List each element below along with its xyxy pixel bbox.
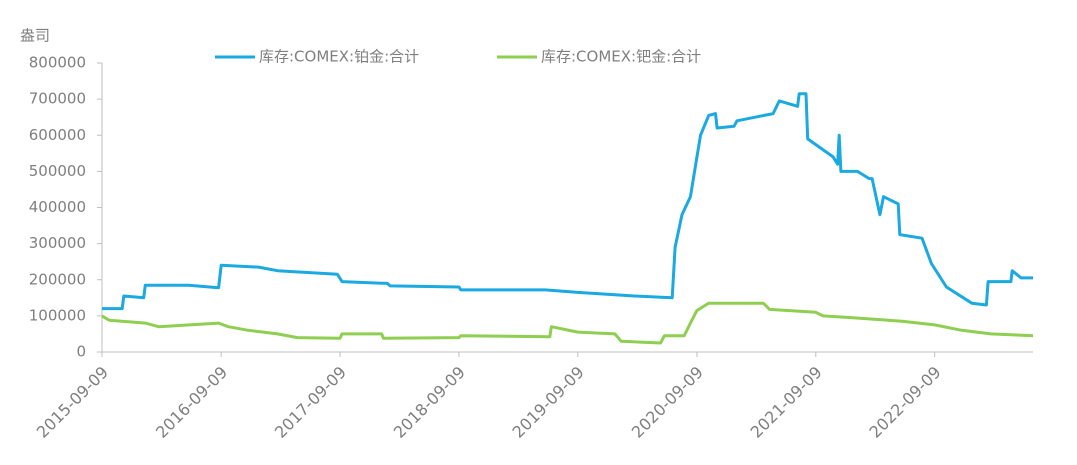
y-tick-label: 400000	[29, 198, 86, 216]
x-tick-label: 2021-09-09	[747, 363, 826, 442]
legend-label: 库存:COMEX:钯金:合计	[541, 48, 701, 66]
x-tick-label: 2018-09-09	[390, 363, 469, 442]
x-tick-label: 2022-09-09	[865, 363, 944, 442]
x-tick-label: 2017-09-09	[271, 363, 350, 442]
x-tick-label: 2016-09-09	[152, 363, 231, 442]
y-tick-label: 700000	[29, 90, 86, 108]
line-series	[102, 92, 1033, 311]
y-tick-label: 300000	[29, 234, 86, 252]
line-series	[101, 301, 1034, 345]
x-tick-label: 2019-09-09	[509, 363, 588, 442]
y-tick-label: 800000	[29, 54, 86, 72]
y-tick-label: 100000	[29, 306, 86, 324]
y-tick-label: 500000	[29, 162, 86, 180]
y-tick-label: 600000	[29, 126, 86, 144]
legend-label: 库存:COMEX:铂金:合计	[259, 48, 419, 66]
y-tick-label: 0	[76, 343, 86, 361]
y-unit: 盎司	[20, 27, 50, 45]
y-tick-label: 200000	[29, 270, 86, 288]
x-tick-label: 2020-09-09	[628, 363, 707, 442]
x-tick-label: 2015-09-09	[33, 363, 112, 442]
